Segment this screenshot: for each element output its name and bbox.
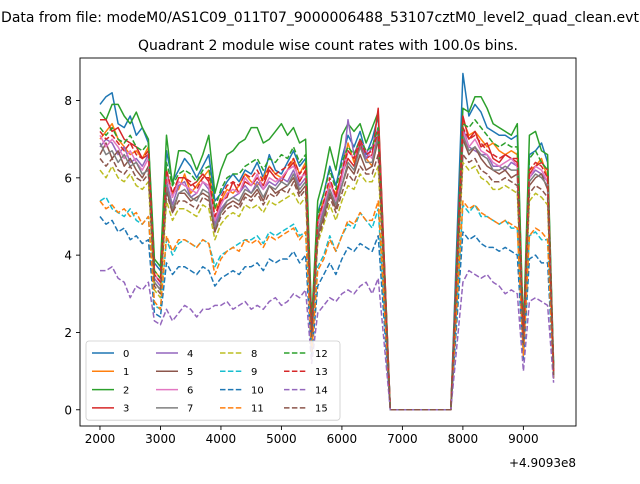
series-line-14 [100, 265, 555, 411]
legend-label-4: 4 [187, 349, 193, 360]
legend-label-13: 13 [315, 367, 328, 378]
legend-label-9: 9 [251, 367, 257, 378]
x-tick-label: 6000 [327, 432, 358, 446]
legend-label-5: 5 [187, 367, 193, 378]
x-tick-label: 2000 [85, 432, 116, 446]
x-tick-label: 7000 [387, 432, 418, 446]
legend-label-1: 1 [123, 367, 129, 378]
x-tick-label: 5000 [266, 432, 297, 446]
x-offset-label: +4.9093e8 [509, 456, 576, 470]
y-tick-label: 2 [64, 326, 72, 340]
x-tick-label: 3000 [145, 432, 176, 446]
series-line-15 [99, 153, 555, 411]
legend-label-15: 15 [315, 404, 328, 415]
legend-label-7: 7 [187, 404, 193, 415]
legend-label-14: 14 [315, 385, 328, 396]
x-tick-label: 9000 [508, 432, 539, 446]
legend-frame [85, 340, 341, 421]
y-tick-label: 4 [64, 249, 72, 263]
y-tick-label: 8 [64, 94, 72, 108]
legend-label-6: 6 [187, 385, 193, 396]
legend-label-2: 2 [123, 385, 129, 396]
legend-label-12: 12 [315, 349, 328, 360]
plot-area: 2000 3000 4000 5000 6000 7000 8000 900002468012… [64, 57, 577, 446]
x-tick-label: 4000 [206, 432, 237, 446]
series-line-12 [99, 119, 555, 411]
chart-title: Quadrant 2 module wise count rates with … [138, 38, 518, 54]
axes-frame [79, 57, 577, 427]
figure-suptitle: Data from file: modeM0/AS1C09_011T07_900… [1, 10, 639, 26]
series-line-2 [99, 95, 555, 411]
legend-label-11: 11 [251, 404, 264, 415]
legend-label-0: 0 [123, 349, 129, 360]
x-tick-label: 8000 [448, 432, 479, 446]
legend-label-3: 3 [123, 404, 129, 415]
legend-label-10: 10 [251, 385, 264, 396]
y-tick-label: 6 [64, 171, 72, 185]
series-line-10 [99, 216, 555, 411]
series-line-13 [99, 126, 555, 411]
series-group [99, 72, 555, 411]
legend-label-8: 8 [251, 349, 257, 360]
series-line-11 [99, 200, 555, 411]
y-tick-label: 0 [64, 403, 72, 417]
series-line-8 [99, 161, 555, 411]
